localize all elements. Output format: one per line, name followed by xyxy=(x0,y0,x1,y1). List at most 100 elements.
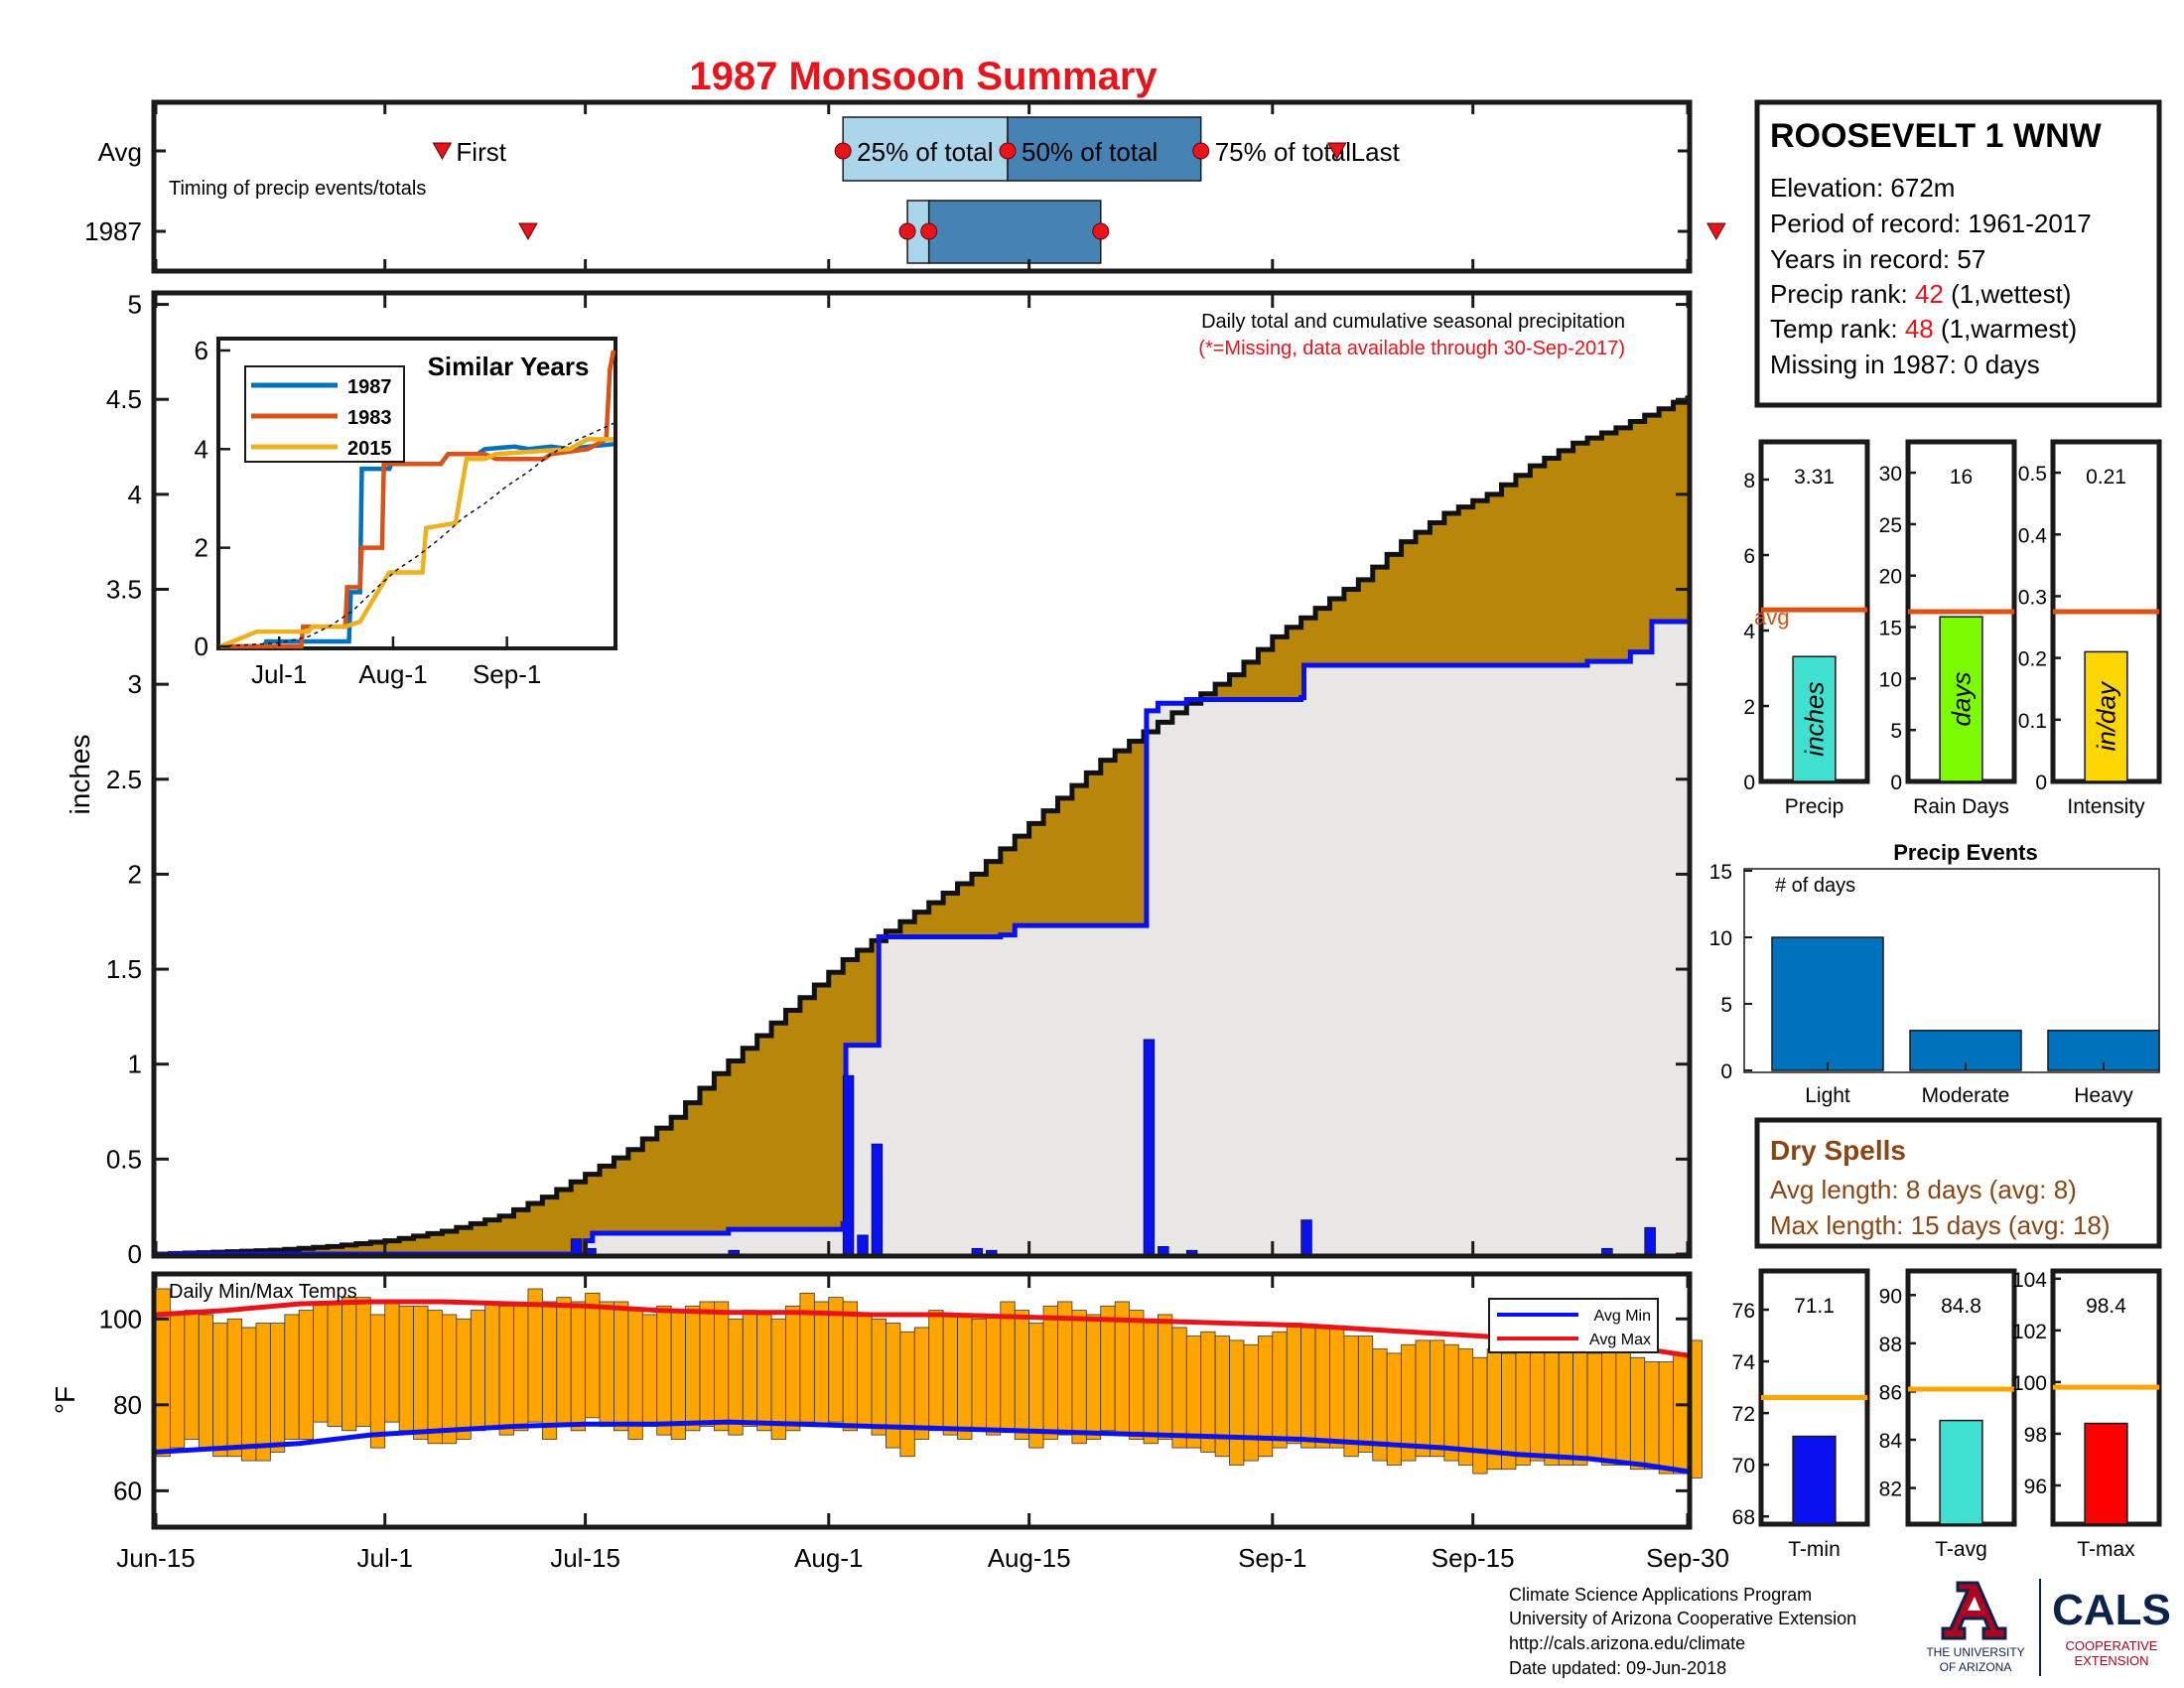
daily-temp-bar xyxy=(1615,1348,1631,1466)
daily-temp-bar xyxy=(212,1323,228,1458)
daily-temp-bar xyxy=(498,1305,514,1436)
tmax-value: 98.4 xyxy=(2086,1295,2126,1318)
daily-temps-chart: Daily Min/Max Temps °F 60 80 100 Avg Min A… xyxy=(50,1271,1703,1530)
events-ytick-label: 5 xyxy=(1720,994,1732,1017)
daily-temp-bar xyxy=(656,1305,672,1436)
legend-avg-max-label: Avg Max xyxy=(1589,1332,1651,1348)
events-category-label: Moderate xyxy=(1922,1084,2010,1107)
daily-temp-bar xyxy=(556,1297,572,1427)
tavg-bar xyxy=(1939,1419,1983,1525)
daily-temp-bar xyxy=(871,1318,887,1436)
dry-spells-frame xyxy=(1754,1117,2162,1249)
tmax-tick-label: 96 xyxy=(2024,1476,2047,1498)
daily-precip-bar xyxy=(728,1249,740,1255)
inset-title: Similar Years xyxy=(428,352,590,381)
daily-temp-bar xyxy=(1243,1343,1259,1462)
temps-legend xyxy=(1488,1298,1659,1353)
temps-ytick-label: 80 xyxy=(113,1390,142,1420)
footer-line-4: Date updated: 09-Jun-2018 xyxy=(1509,1658,1726,1678)
ua-block-a-icon xyxy=(1941,1581,2007,1640)
daily-temp-bar xyxy=(427,1310,443,1445)
tavg-tick-label: 86 xyxy=(1879,1381,1902,1404)
main-ytick-label: 4 xyxy=(128,480,142,509)
daily-temp-bar xyxy=(971,1318,987,1432)
temps-y-axis: 60 80 100 xyxy=(99,1304,1688,1505)
daily-temp-bar xyxy=(1085,1314,1102,1440)
daily-temp-bar xyxy=(1158,1314,1173,1440)
tavg-tick-label: 84 xyxy=(1879,1430,1903,1453)
main-ytick-label: 5 xyxy=(128,290,142,320)
avg-min-line xyxy=(155,1419,1689,1475)
avg-cumulative-line xyxy=(156,395,1691,1257)
main-note-1: Daily total and cumulative seasonal prec… xyxy=(1201,311,1625,333)
figure-title: 1987 Monsoon Summary xyxy=(689,55,1158,98)
daily-temp-bar xyxy=(627,1310,643,1440)
daily-temp-bar xyxy=(1644,1361,1660,1471)
daily-temp-bar xyxy=(398,1305,414,1432)
ua-a-counter xyxy=(1968,1597,1980,1611)
daily-temp-bar xyxy=(327,1301,342,1427)
station-name: ROOSEVELT 1 WNW xyxy=(1770,117,2103,155)
precip-tick-label: 0 xyxy=(1743,772,1755,794)
x-tick-label: Sep-1 xyxy=(1238,1543,1306,1573)
avg-first-label: First xyxy=(456,137,506,167)
daily-temp-bar xyxy=(1272,1331,1288,1449)
temps-frame xyxy=(151,1271,1693,1530)
tmin-bar xyxy=(1792,1435,1837,1525)
tavg-label: T-avg xyxy=(1935,1538,1987,1561)
raindays-panel: 0 5 10 15 20 25 30 days 16 Rain Days xyxy=(1879,439,2017,818)
x-tick-label: Aug-1 xyxy=(794,1543,863,1573)
daily-temp-bar xyxy=(413,1305,429,1440)
precip-rank-suffix: (1,wettest) xyxy=(1944,279,2072,309)
yr-first-marker xyxy=(518,222,538,241)
daily-temp-bar xyxy=(1586,1352,1602,1462)
daily-temp-bar xyxy=(527,1288,543,1423)
raindays-bar xyxy=(1939,616,1983,782)
daily-temp-bar xyxy=(269,1323,286,1453)
main-ytick-label: 1.5 xyxy=(106,954,142,984)
daily-temp-bar xyxy=(313,1301,329,1423)
inset-xtick-label: Sep-1 xyxy=(473,659,541,689)
avg-q50-label: 50% of total xyxy=(1022,137,1158,167)
daily-temp-bar xyxy=(985,1314,1002,1436)
temps-content xyxy=(155,1288,1703,1478)
main-ylabel: inches xyxy=(65,735,95,815)
main-ytick-label: 2.5 xyxy=(106,765,142,794)
cals-wordmark: CALS xyxy=(2052,1586,2171,1634)
events-content: 0 5 10 15 Light Moderate Heavy xyxy=(1709,861,2160,1107)
daily-temp-bar xyxy=(685,1305,701,1432)
main-y-axis: 0 0.5 1 1.5 2 2.5 3 3.5 4 4.5 5 xyxy=(106,290,1688,1269)
daily-temp-bar xyxy=(1629,1356,1646,1471)
daily-temp-bar xyxy=(585,1292,601,1419)
daily-temp-bar xyxy=(255,1323,271,1462)
precip-value: 3.31 xyxy=(1794,466,1835,489)
season-stat-panels: 02468inches3.31Precipavg051015202530days… xyxy=(1732,439,2162,1561)
intensity-bar xyxy=(2084,650,2128,782)
daily-precip-bar xyxy=(1644,1226,1656,1255)
daily-temp-bar xyxy=(541,1301,558,1440)
intensity-tick-label: 0.3 xyxy=(2018,586,2047,609)
tavg-tick-label: 90 xyxy=(1879,1285,1902,1308)
legend-avg-min-label: Avg Min xyxy=(1593,1308,1651,1325)
coop-line-1: COOPERATIVE xyxy=(2066,1638,2158,1653)
ua-line-1: THE UNIVERSITY xyxy=(1926,1645,2024,1659)
daily-precip-bar xyxy=(971,1247,984,1255)
daily-temp-bar xyxy=(1229,1339,1245,1466)
daily-temp-bar xyxy=(1185,1336,1202,1449)
tavg-panel: 82 84 86 88 90 84.8 T-avg xyxy=(1879,1268,2017,1561)
station-elevation: Elevation: 672m xyxy=(1770,173,1955,203)
x-tick-label: Sep-30 xyxy=(1646,1543,1729,1573)
temps-title: Daily Min/Max Temps xyxy=(169,1281,357,1303)
daily-temp-bar xyxy=(442,1314,458,1445)
daily-precip-bar xyxy=(1158,1246,1169,1255)
station-info-box: ROOSEVELT 1 WNW Elevation: 672m Period o… xyxy=(1754,99,2162,408)
tavg-tick-label: 82 xyxy=(1879,1478,1902,1501)
daily-temp-bar xyxy=(1601,1348,1617,1466)
temp-rank-suffix: (1,warmest) xyxy=(1934,314,2077,344)
avg-q75-marker xyxy=(1192,142,1210,160)
daily-temp-bar xyxy=(742,1310,758,1427)
inset-xtick-label: Aug-1 xyxy=(358,659,427,689)
daily-temp-bar xyxy=(1300,1327,1316,1449)
dry-spells-avg: Avg length: 8 days (avg: 8) xyxy=(1770,1175,2077,1204)
events-category-label: Heavy xyxy=(2074,1084,2133,1107)
